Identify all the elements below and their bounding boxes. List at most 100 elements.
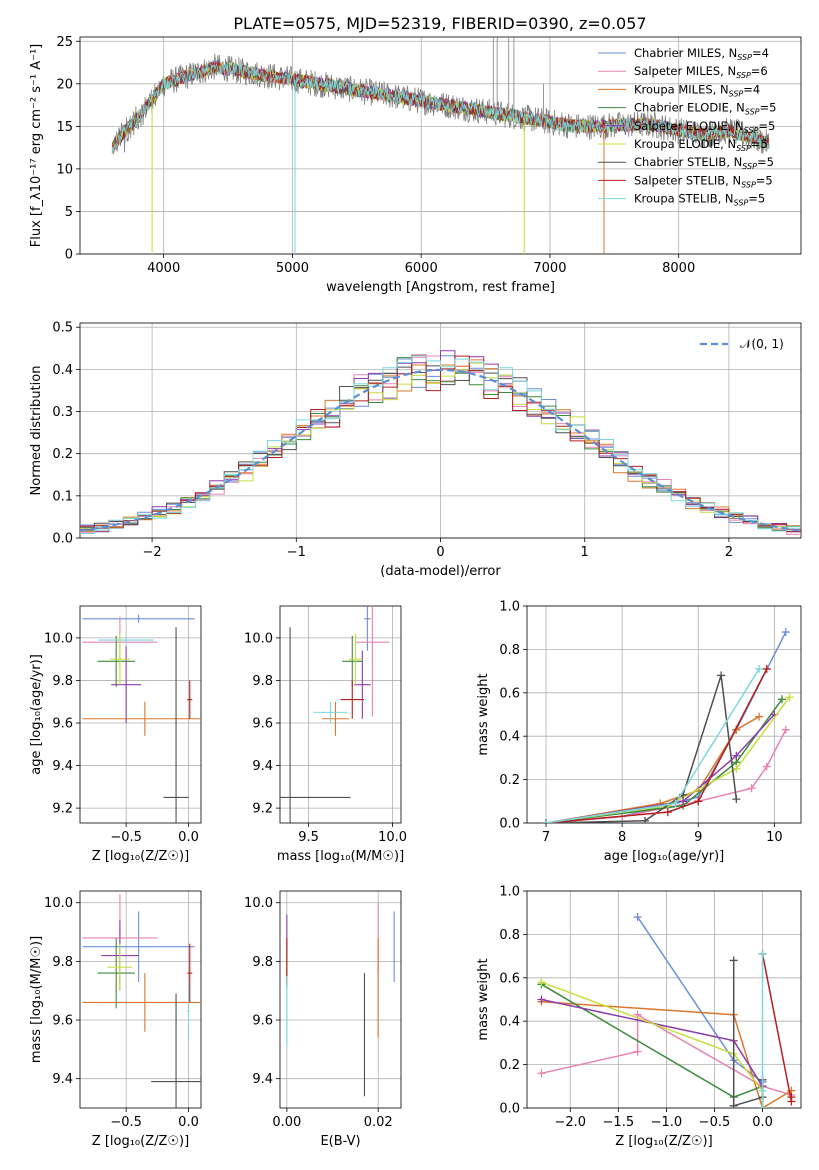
legend-label-normal: 𝒩(0, 1) [740, 337, 784, 351]
y-tick-label: 0.2 [499, 1058, 520, 1073]
x-tick-label: −0.5 [699, 1115, 731, 1130]
y-tick-label: 9.4 [52, 759, 73, 774]
legend: 𝒩(0, 1) [700, 337, 784, 351]
y-tick-label: 0.3 [52, 405, 73, 420]
x-tick-label: 7 [542, 830, 550, 845]
plot-area [280, 606, 390, 823]
weight-marker-kroupa-elodie [732, 764, 741, 773]
histogram-kroupa-stelib [80, 355, 801, 534]
axes-frame [79, 890, 202, 1109]
weight-marker-chabrier-miles [781, 628, 790, 637]
y-tick-label: 9.6 [52, 1014, 73, 1029]
weight-marker-chabrier-stelib [717, 671, 726, 680]
x-axis-label: Z [log₁₀(Z/Z☉)] [92, 1134, 189, 1149]
weight-line-chabrier-miles [545, 631, 787, 823]
axes-frame [279, 605, 402, 824]
y-tick-label: 10.0 [44, 631, 73, 646]
y-tick-label: 0.0 [499, 1102, 520, 1117]
y-tick-label: 0.0 [52, 532, 73, 547]
x-tick-label: −0.5 [110, 830, 142, 845]
age-vs-mass-panel: 9.5 10.0 9.2 9.4 9.6 9.8 10.0 mass [log₁₀(M/M☉)… [244, 605, 407, 864]
legend-label-salpeter-miles: Salpeter MILES, NSSP=6 [634, 64, 768, 80]
spectrum-panel: 4000 5000 6000 7000 8000 0 5 10 15 20 25 wavelength… [29, 35, 802, 295]
weight-marker-salpeter-miles [537, 1069, 546, 1078]
y-tick-label: 10.0 [44, 896, 73, 911]
model-spectrum-kroupa-stelib [111, 62, 770, 152]
axes-frame [79, 605, 202, 824]
x-axis-label: Z [log₁₀(Z/Z☉)] [615, 1134, 712, 1149]
y-tick-label: 1.0 [499, 885, 520, 900]
weight-marker-salpeter-elodie [537, 995, 546, 1004]
legend-label-kroupa-miles: Kroupa MILES, NSSP=4 [634, 82, 760, 98]
age-vs-metallicity-panel: −0.5 0.0 9.2 9.4 9.6 9.8 10.0 Z [log₁₀(Z/Z☉)] ag… [29, 605, 202, 864]
legend-label-kroupa-stelib: Kroupa STELIB, NSSP=5 [634, 192, 765, 208]
mass-vs-ebv-panel: 0.00 0.02 9.4 9.6 9.8 10.0 E(B-V) [244, 890, 402, 1149]
weight-line-salpeter-stelib [545, 668, 768, 823]
axes-frame [79, 36, 802, 255]
y-axis-label: Flux [f_λ10⁻¹⁷ erg cm⁻² s⁻¹ A⁻¹] [29, 44, 44, 248]
weight-marker-chabrier-stelib [729, 956, 738, 965]
y-tick-label: 1.0 [499, 600, 520, 615]
weight-marker-kroupa-stelib [671, 799, 680, 808]
figure-title: PLATE=0575, MJD=52319, FIBERID=0390, z=0… [233, 14, 646, 33]
y-tick-label: 0.8 [499, 643, 520, 658]
x-tick-label: 0.0 [178, 830, 199, 845]
weight-vs-age-panel: 7 8 9 10 0.0 0.2 0.4 0.6 0.8 1.0 age [log₁₀(age/yr… [476, 600, 802, 864]
y-tick-label: 9.8 [252, 674, 273, 689]
x-axis-label: mass [log₁₀(M/M☉)] [277, 849, 404, 864]
y-tick-label: 9.6 [252, 717, 273, 732]
weight-line-salpeter-stelib [761, 953, 793, 1102]
weight-marker-salpeter-stelib [663, 808, 672, 817]
x-tick-label: 10.0 [378, 830, 407, 845]
y-tick-label: 10.0 [244, 631, 273, 646]
residuals-histogram-panel: −2 −1 0 1 2 0.0 0.1 0.2 0.3 0.4 0.5 (data-model)/er… [29, 321, 802, 579]
y-tick-label: 0.2 [52, 447, 73, 462]
weight-marker-salpeter-elodie [732, 751, 741, 760]
y-tick-label: 9.8 [52, 674, 73, 689]
y-axis-label: age [log₁₀(age/yr)] [29, 654, 44, 775]
weight-marker-chabrier-stelib [640, 816, 649, 823]
x-axis-label: (data-model)/error [380, 564, 501, 579]
y-tick-label: 0.4 [499, 730, 520, 745]
weight-marker-kroupa-stelib [758, 949, 767, 958]
weight-marker-kroupa-stelib [542, 819, 551, 823]
y-tick-label: 0.6 [499, 686, 520, 701]
weight-marker-salpeter-stelib [694, 797, 703, 806]
y-tick-label: 0.4 [499, 1015, 520, 1030]
weight-line-kroupa-miles [541, 1000, 792, 1108]
weight-marker-kroupa-stelib [758, 1086, 767, 1095]
x-tick-label: −2.0 [554, 1115, 586, 1130]
y-axis-label: mass [log₁₀(M/M☉)] [29, 936, 44, 1063]
x-tick-label: 0.0 [178, 1115, 199, 1130]
y-tick-label: 9.6 [52, 717, 73, 732]
weight-marker-chabrier-miles [633, 913, 642, 922]
y-tick-label: 25 [56, 35, 73, 50]
y-tick-label: 15 [56, 120, 73, 135]
legend-label-salpeter-stelib: Salpeter STELIB, NSSP=5 [634, 173, 773, 189]
y-axis-label: mass weight [476, 958, 491, 1040]
y-axis-label: mass weight [476, 673, 491, 755]
x-tick-label: −1.0 [651, 1115, 683, 1130]
x-tick-label: −1.5 [603, 1115, 635, 1130]
weight-marker-kroupa-elodie [537, 978, 546, 987]
weight-line-kroupa-elodie [541, 981, 764, 1108]
legend-label-chabrier-stelib: Chabrier STELIB, NSSP=5 [634, 155, 774, 171]
weight-marker-kroupa-stelib [758, 1104, 767, 1108]
y-tick-label: 9.2 [52, 802, 73, 817]
weight-marker-salpeter-miles [747, 784, 756, 793]
weight-marker-kroupa-stelib [755, 664, 764, 673]
weight-marker-salpeter-stelib [762, 664, 771, 673]
x-tick-label: 0.02 [364, 1115, 393, 1130]
weight-marker-kroupa-miles [755, 712, 764, 721]
y-tick-label: 9.4 [52, 1072, 73, 1087]
weight-line-chabrier-elodie [541, 983, 764, 1108]
legend-label-kroupa-elodie: Kroupa ELODIE, NSSP=5 [634, 137, 768, 153]
axes-frame [526, 605, 802, 824]
y-tick-label: 20 [56, 77, 73, 92]
y-tick-label: 0.8 [499, 928, 520, 943]
y-tick-label: 10.0 [244, 896, 273, 911]
x-tick-label: 0.00 [272, 1115, 301, 1130]
x-tick-label: 9.5 [298, 830, 319, 845]
x-axis-label: age [log₁₀(age/yr)] [604, 849, 725, 864]
weight-marker-salpeter-miles [762, 762, 771, 771]
